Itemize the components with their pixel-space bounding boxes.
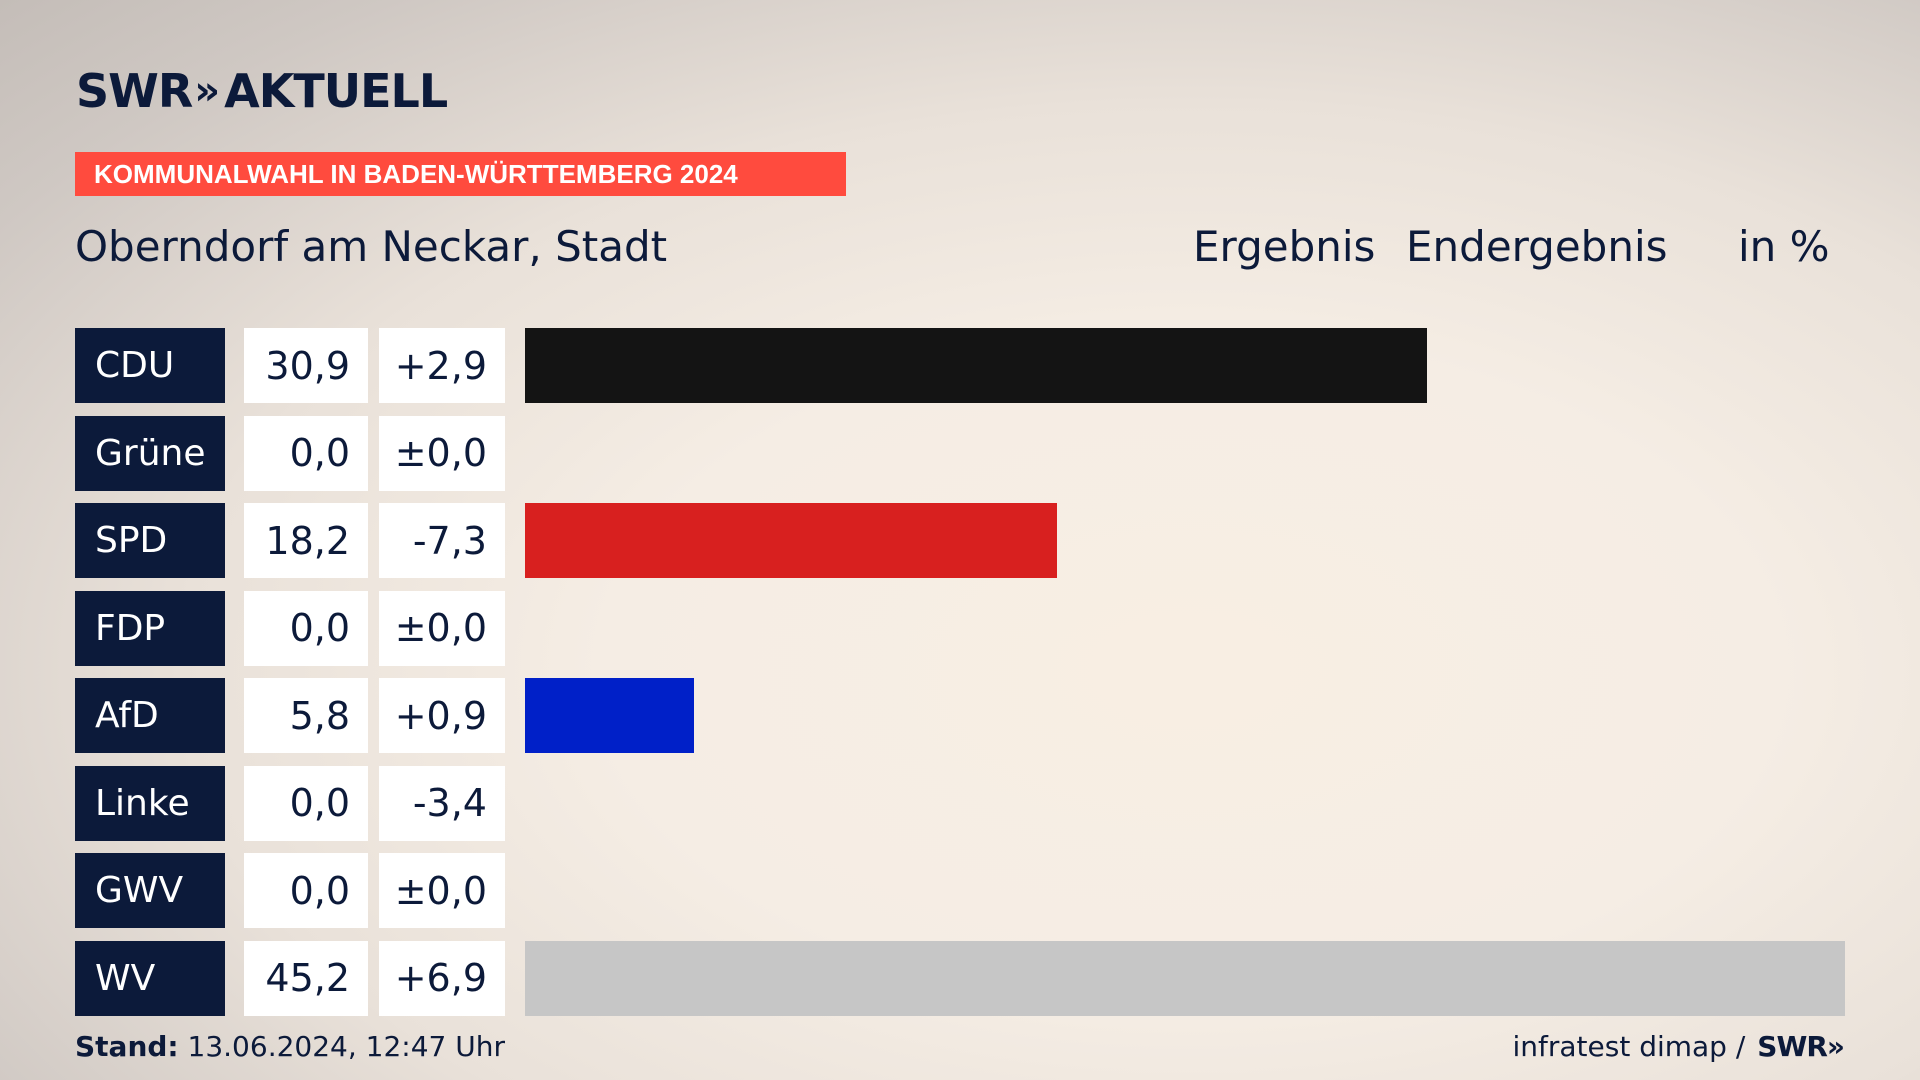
party-label: WV <box>75 940 225 1016</box>
result-diff: +0,9 <box>379 678 505 753</box>
result-row: AfD 5,8 +0,9 <box>75 678 1845 753</box>
result-diff: ±0,0 <box>379 853 505 928</box>
place-title: Oberndorf am Neckar, Stadt <box>75 222 668 271</box>
result-value: 0,0 <box>244 765 368 841</box>
result-value: 5,8 <box>244 678 368 753</box>
party-label: GWV <box>75 853 225 928</box>
swr-aktuell-logo: SWR » AKTUELL <box>76 64 448 118</box>
header-final: Endergebnis <box>1406 222 1668 271</box>
result-row: Grüne 0,0 ±0,0 <box>75 415 1845 491</box>
party-label: CDU <box>75 328 225 403</box>
result-diff: +6,9 <box>379 940 505 1016</box>
result-diff: +2,9 <box>379 328 505 403</box>
result-value: 0,0 <box>244 590 368 666</box>
result-row: Linke 0,0 -3,4 <box>75 765 1845 841</box>
source-text: infratest dimap / <box>1512 1030 1746 1063</box>
result-value: 30,9 <box>244 328 368 403</box>
result-bar <box>525 328 1427 403</box>
stand-value: 13.06.2024, 12:47 Uhr <box>187 1030 505 1063</box>
result-row: WV 45,2 +6,9 <box>75 940 1845 1016</box>
result-value: 45,2 <box>244 940 368 1016</box>
result-diff: ±0,0 <box>379 415 505 491</box>
result-row: CDU 30,9 +2,9 <box>75 328 1845 403</box>
result-value: 18,2 <box>244 503 368 578</box>
party-label: FDP <box>75 590 225 666</box>
result-diff: ±0,0 <box>379 590 505 666</box>
party-label: Grüne <box>75 415 225 491</box>
result-diff: -7,3 <box>379 503 505 578</box>
result-bar <box>525 503 1057 578</box>
result-bar <box>525 940 1845 1016</box>
result-row: FDP 0,0 ±0,0 <box>75 590 1845 666</box>
header-result: Ergebnis <box>1193 222 1376 271</box>
party-label: AfD <box>75 678 225 753</box>
result-row: SPD 18,2 -7,3 <box>75 503 1845 578</box>
result-value: 0,0 <box>244 853 368 928</box>
logo-swr: SWR <box>76 64 193 118</box>
footer-stand: Stand: 13.06.2024, 12:47 Uhr <box>75 1030 505 1063</box>
logo-aktuell: AKTUELL <box>224 64 448 118</box>
header-unit: in % <box>1738 222 1830 271</box>
result-value: 0,0 <box>244 415 368 491</box>
result-bar <box>525 678 694 753</box>
party-label: SPD <box>75 503 225 578</box>
result-diff: -3,4 <box>379 765 505 841</box>
logo-chevrons: » <box>194 68 220 114</box>
result-row: GWV 0,0 ±0,0 <box>75 853 1845 928</box>
party-label: Linke <box>75 765 225 841</box>
stand-label: Stand: <box>75 1030 179 1063</box>
footer-source: infratest dimap / SWR» <box>1512 1030 1845 1063</box>
source-brand: SWR» <box>1757 1030 1845 1063</box>
election-banner: KOMMUNALWAHL IN BADEN-WÜRTTEMBERG 2024 <box>75 152 846 196</box>
